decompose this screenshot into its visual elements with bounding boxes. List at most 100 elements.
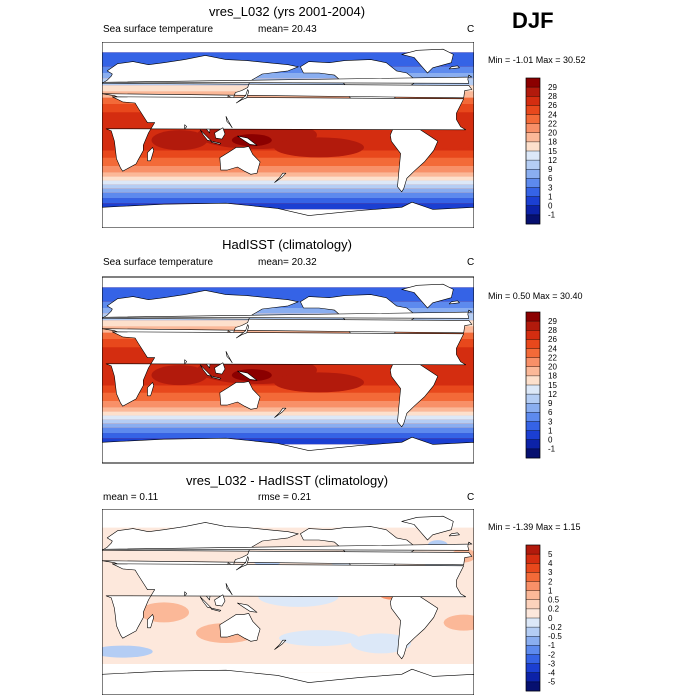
panel-2-mean-label: mean= 20.32 — [258, 257, 317, 268]
colorbar-tick-label: 12 — [548, 156, 557, 165]
colorbar-swatch — [526, 412, 540, 422]
colorbar-tick-label: -5 — [548, 678, 556, 687]
colorbar-tick-label: -2 — [548, 650, 556, 659]
colorbar-swatch — [526, 545, 540, 555]
panel-1-mean-label: mean= 20.43 — [258, 24, 317, 35]
colorbar-swatch — [526, 87, 540, 97]
colorbar-tick-label: -0.2 — [548, 623, 562, 632]
colorbar-tick-label: 18 — [548, 372, 557, 381]
colorbar-tick-label: 22 — [548, 353, 557, 362]
landmass-new-zealand — [274, 407, 287, 418]
landmass-sri-lanka — [184, 124, 187, 130]
colorbar-swatch — [526, 448, 540, 459]
colorbar-swatch — [526, 132, 540, 143]
landmass-new-zealand — [274, 639, 287, 650]
colorbar-swatch — [526, 169, 540, 179]
landmass-africa — [105, 563, 467, 639]
colorbar-tick-label: 15 — [548, 381, 557, 390]
landmass-new-guinea — [237, 135, 258, 146]
landmass-indonesia-1 — [199, 129, 212, 142]
landmass-uk — [102, 309, 473, 319]
colorbar-swatch — [526, 375, 540, 386]
colorbar-tick-label: 26 — [548, 335, 557, 344]
colorbar-swatch — [526, 96, 540, 106]
colorbar-tick-label: -0.5 — [548, 632, 562, 641]
colorbar-swatch — [526, 394, 540, 404]
colorbar-swatch — [526, 554, 540, 564]
landmass-japan — [236, 556, 249, 571]
landmass-madagascar — [147, 147, 155, 162]
colorbar-tick-label: 6 — [548, 408, 553, 417]
landmass-indonesia-1 — [199, 364, 212, 377]
landmass-iceland — [448, 300, 460, 305]
landmass-madagascar — [147, 614, 155, 629]
colorbar-tick-label: 29 — [548, 83, 557, 92]
colorbar-tick-label: 3 — [548, 568, 553, 577]
colorbar-tick-label: 1 — [548, 586, 553, 595]
colorbar-swatch — [526, 403, 540, 413]
landmass-iceland — [448, 65, 460, 70]
panel-3-mean-label: rmse = 0.21 — [258, 492, 312, 503]
landmass-indonesia-2 — [211, 375, 222, 380]
colorbar-swatch — [526, 330, 540, 340]
colorbar-tick-label: 3 — [548, 417, 553, 426]
colorbar-swatch — [526, 572, 540, 582]
landmass-philippines — [225, 116, 233, 129]
colorbar-tick-label: 6 — [548, 174, 553, 183]
colorbar-tick-label: 12 — [548, 390, 557, 399]
colorbar-tick-label: -4 — [548, 669, 556, 678]
colorbar-tick-label: 0.5 — [548, 596, 560, 605]
colorbar-swatch — [526, 205, 540, 216]
colorbar-tick-label: -1 — [548, 641, 556, 650]
colorbar-tick-label: 5 — [548, 550, 553, 559]
colorbar-tick-label: 15 — [548, 147, 557, 156]
landmass-greenland — [401, 48, 454, 74]
colorbar-swatch — [526, 312, 540, 322]
colorbar-tick-label: 1 — [548, 192, 553, 201]
colorbar-swatch — [526, 151, 540, 161]
panel-3-title: vres_L032 - HadISST (climatology) — [185, 473, 389, 488]
colorbar-tick-label: 0.2 — [548, 605, 560, 614]
colorbar-tick-label: 9 — [548, 165, 553, 174]
colorbar-swatch — [526, 563, 540, 573]
colorbar-swatch — [526, 123, 540, 134]
colorbar-tick-label: 26 — [548, 101, 557, 110]
landmass-africa — [105, 331, 467, 407]
colorbar-tick-label: 24 — [548, 344, 557, 353]
colorbar-swatch — [526, 430, 540, 441]
landmass-uk — [102, 74, 473, 84]
landmass-borneo — [214, 362, 226, 375]
colorbar-tick-label: 1 — [548, 426, 553, 435]
landmass-australia — [219, 613, 261, 642]
season-label: DJF — [512, 8, 554, 33]
colorbar-swatch — [526, 663, 540, 674]
colorbar-swatch — [526, 581, 540, 591]
colorbar-swatch — [526, 636, 540, 646]
panel-1-left-label: Sea surface temperature — [103, 24, 214, 35]
panel-3-minmax: Min = -1.39 Max = 1.15 — [488, 522, 581, 532]
colorbar-swatch — [526, 357, 540, 368]
landmass-greenland — [401, 283, 454, 309]
landmass-iceland — [448, 532, 460, 537]
colorbar-swatch — [526, 187, 540, 197]
landmass-uk — [102, 541, 473, 551]
colorbar-tick-label: 0 — [548, 202, 553, 211]
colorbar-swatch — [526, 654, 540, 664]
colorbar-swatch — [526, 366, 540, 377]
landmass-africa — [105, 96, 467, 172]
colorbar-swatch — [526, 114, 540, 124]
colorbar-tick-label: 28 — [548, 92, 557, 101]
landmass-sri-lanka — [184, 359, 187, 365]
colorbar-swatch — [526, 78, 540, 88]
colorbar-tick-label: 24 — [548, 110, 557, 119]
colorbar-tick-label: 20 — [548, 129, 557, 138]
landmass-indonesia-2 — [211, 140, 222, 145]
panel-3-map — [102, 509, 474, 695]
colorbar-swatch — [526, 681, 540, 692]
colorbar-tick-label: 0 — [548, 436, 553, 445]
landmass-sri-lanka — [184, 591, 187, 597]
colorbar-tick-label: 3 — [548, 183, 553, 192]
